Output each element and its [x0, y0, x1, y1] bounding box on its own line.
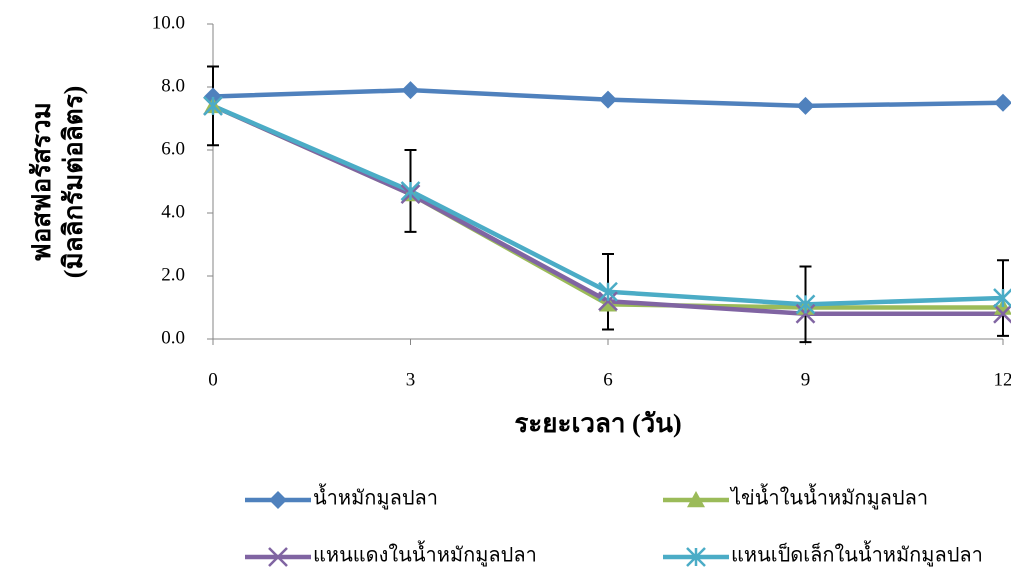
legend-item: แหนแดงในน้ำหมักมูลปลา: [245, 541, 537, 568]
y-axis-title: ฟอสฟอรัสรวม (มิลลิกรัมต่อลิตร): [27, 86, 88, 278]
y-title-line: (มิลลิกรัมต่อลิตร): [59, 86, 88, 278]
marker: [598, 291, 618, 312]
legend-label: ไข่น้ำในน้ำหมักมูลปลา: [729, 484, 928, 511]
legend-label: แหนแดงในน้ำหมักมูลปลา: [313, 541, 537, 568]
marker: [795, 303, 816, 324]
marker: [598, 281, 618, 302]
legend-label: น้ำหมักมูลปลา: [313, 484, 438, 511]
y-tick-label: 8.0: [161, 75, 185, 96]
marker: [599, 295, 617, 312]
legend-item: น้ำหมักมูลปลา: [245, 484, 438, 511]
y-tick-label: 10.0: [152, 12, 185, 33]
marker: [401, 81, 420, 100]
marker: [795, 294, 816, 315]
marker: [599, 90, 617, 109]
marker: [993, 303, 1011, 324]
legend-item: ไข่น้ำในน้ำหมักมูลปลา: [663, 484, 928, 511]
x-tick-label: 9: [801, 369, 811, 390]
marker: [269, 491, 287, 509]
y-title-line: ฟอสฟอรัสรวม: [27, 102, 56, 261]
y-tick-label: 4.0: [161, 201, 185, 222]
marker: [994, 93, 1011, 112]
x-tick-label: 3: [406, 369, 416, 390]
legend-label: แหนเป็ดเล็กในน้ำหมักมูลปลา: [731, 541, 983, 568]
y-tick-label: 2.0: [161, 264, 185, 285]
x-axis-title: ระยะเวลา (วัน): [514, 409, 681, 438]
y-tick-label: 0.0: [161, 327, 185, 348]
marker: [268, 547, 288, 567]
x-tick-label: 12: [994, 369, 1011, 390]
marker: [400, 181, 421, 201]
marker: [203, 96, 223, 116]
y-tick-label: 6.0: [161, 138, 185, 159]
legend-item: แหนเป็ดเล็กในน้ำหมักมูลปลา: [663, 541, 983, 568]
marker: [687, 491, 705, 508]
marker: [796, 96, 815, 115]
marker: [686, 547, 706, 567]
x-tick-label: 0: [208, 369, 218, 390]
marker: [993, 288, 1011, 308]
x-tick-label: 6: [603, 369, 613, 390]
